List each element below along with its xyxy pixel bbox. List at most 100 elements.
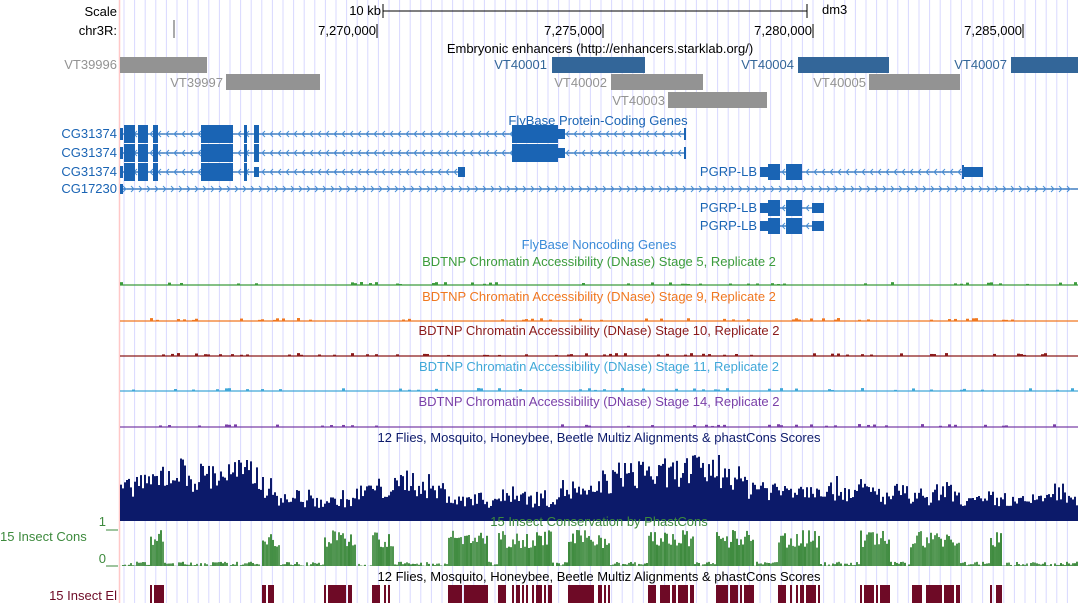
dnase-signal-bar	[375, 354, 378, 356]
cons-bar	[288, 562, 290, 566]
dnase-signal-bar	[408, 318, 411, 321]
dnase-signal-bar	[159, 425, 162, 427]
strand-arrow	[197, 149, 202, 157]
cons-bar	[502, 531, 504, 566]
enhancer-label[interactable]: VT40005	[813, 75, 866, 90]
multiz-bar	[984, 498, 986, 521]
cons-side-label[interactable]: 15 Insect Cons	[0, 529, 87, 544]
gene-label[interactable]: PGRP-LB	[699, 200, 757, 215]
dnase-signal-bar	[447, 354, 450, 356]
strand-arrow	[850, 185, 855, 193]
multiz-bar	[732, 489, 734, 521]
cons-bar	[172, 563, 174, 566]
enhancer-track-title[interactable]: Embryonic enhancers (http://enhancers.st…	[446, 41, 754, 56]
strand-arrow	[626, 185, 631, 193]
cons-bar	[900, 561, 902, 566]
gene-label[interactable]: CG31374	[61, 126, 117, 141]
dnase-signal-bar	[588, 388, 591, 391]
multiz-bar	[960, 504, 962, 521]
multiz-bar	[798, 488, 800, 521]
multiz-bar	[330, 497, 332, 521]
enhancer-label[interactable]: VT40002	[554, 75, 607, 90]
dnase-signal-bar	[963, 388, 966, 391]
cons-bar	[572, 533, 574, 566]
cons-bar	[402, 564, 404, 566]
dnase-track-title[interactable]: BDTNP Chromatin Accessibility (DNase) St…	[422, 289, 776, 304]
strand-arrow	[165, 168, 170, 176]
cons-bar	[966, 565, 968, 566]
dnase-signal-bar	[954, 424, 957, 427]
cons-bar	[144, 562, 146, 566]
dnase-track-title[interactable]: BDTNP Chromatin Accessibility (DNase) St…	[418, 323, 780, 338]
strand-arrow	[250, 185, 255, 193]
multiz-bar	[198, 482, 200, 521]
conserved-element	[518, 585, 520, 603]
conserved-element	[454, 585, 456, 603]
cons-bar	[340, 535, 342, 566]
cons-track-title[interactable]: 15 Insect Conservation by PhastCons	[490, 514, 708, 529]
gene-label[interactable]: PGRP-LB	[699, 218, 757, 233]
enhancer-label[interactable]: VT39996	[64, 57, 117, 72]
multiz-bar	[1058, 487, 1060, 521]
noncoding-track-title[interactable]: FlyBase Noncoding Genes	[521, 237, 677, 252]
strand-arrow	[365, 149, 370, 157]
enhancer-label[interactable]: VT40003	[612, 93, 665, 108]
cons-bar	[646, 563, 648, 566]
gene-track-title[interactable]: FlyBase Protein-Coding Genes	[508, 113, 688, 128]
dnase-signal-bar	[642, 388, 645, 391]
dnase-track-title[interactable]: BDTNP Chromatin Accessibility (DNase) St…	[418, 394, 780, 409]
gene-label[interactable]: CG31374	[61, 145, 117, 160]
elements-track-title[interactable]: 12 Flies, Mosquito, Honeybee, Beetle Mul…	[377, 569, 821, 584]
multiz-bar	[706, 481, 708, 521]
enhancer-label[interactable]: VT40001	[494, 57, 547, 72]
conserved-element	[154, 585, 156, 603]
conserved-element	[882, 585, 884, 603]
cons-bar	[170, 563, 172, 566]
dnase-signal-bar	[342, 424, 345, 427]
elements-side-label[interactable]: 15 Insect El	[49, 588, 117, 603]
multiz-bar	[538, 506, 540, 521]
dnase-signal-bar	[867, 319, 870, 321]
cons-bar	[218, 562, 220, 566]
dnase-signal-bar	[582, 283, 585, 285]
strand-arrow	[418, 185, 423, 193]
strand-arrow	[341, 168, 346, 176]
multiz-track-title[interactable]: 12 Flies, Mosquito, Honeybee, Beetle Mul…	[377, 430, 821, 445]
strand-arrow	[138, 185, 143, 193]
strand-arrow	[165, 149, 170, 157]
multiz-bar	[1060, 499, 1062, 521]
cons-bar	[484, 543, 486, 566]
dnase-signal-bar	[984, 424, 987, 427]
cons-bar	[718, 535, 720, 566]
strand-arrow	[770, 185, 775, 193]
dnase-track-title[interactable]: BDTNP Chromatin Accessibility (DNase) St…	[422, 254, 776, 269]
enhancer-label[interactable]: VT39997	[170, 75, 223, 90]
strand-arrow	[474, 185, 479, 193]
multiz-bar	[452, 503, 454, 521]
cons-bar	[930, 532, 932, 566]
conserved-element	[536, 585, 538, 603]
enhancer-label[interactable]: VT40004	[741, 57, 794, 72]
multiz-bar	[700, 467, 702, 521]
dnase-signal-bar	[792, 319, 795, 321]
cons-bar	[1032, 562, 1034, 566]
conserved-element	[916, 585, 918, 603]
conserved-element	[268, 585, 270, 603]
multiz-bar	[444, 489, 446, 521]
multiz-bar	[598, 481, 600, 521]
dnase-track-title[interactable]: BDTNP Chromatin Accessibility (DNase) St…	[418, 359, 780, 374]
gene-label[interactable]: PGRP-LB	[699, 164, 757, 179]
dnase-signal-bar	[609, 353, 612, 356]
multiz-bar	[226, 480, 228, 521]
multiz-bar	[614, 471, 616, 521]
gene-label[interactable]: CG17230	[61, 181, 117, 196]
multiz-bar	[340, 499, 342, 521]
enhancer-label[interactable]: VT40007	[954, 57, 1007, 72]
cons-bar	[740, 539, 742, 566]
cons-bar	[472, 541, 474, 566]
cons-bar	[244, 563, 246, 566]
gene-label[interactable]: CG31374	[61, 164, 117, 179]
cons-bar	[444, 563, 446, 566]
conserved-element	[580, 585, 582, 603]
cons-bar	[196, 563, 198, 566]
